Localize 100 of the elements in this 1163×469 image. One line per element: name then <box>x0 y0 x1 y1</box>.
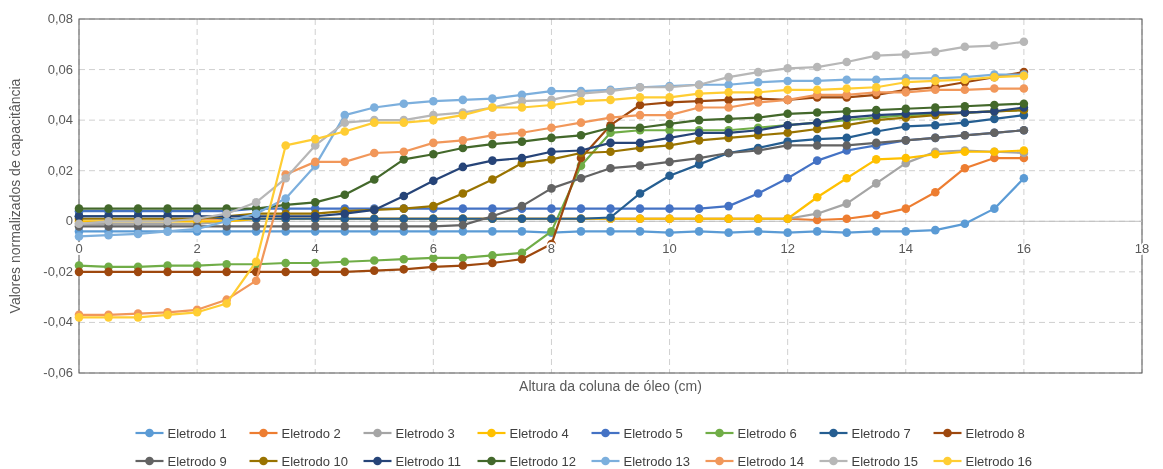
point <box>399 222 409 231</box>
point <box>517 137 527 146</box>
point <box>694 115 704 125</box>
point <box>429 262 438 272</box>
point <box>458 162 468 172</box>
point <box>724 228 733 237</box>
point <box>783 76 792 86</box>
point <box>488 131 497 140</box>
point <box>576 174 586 183</box>
point <box>429 222 438 231</box>
point <box>606 147 615 157</box>
point <box>488 94 497 103</box>
y-tick-label: 0,08 <box>47 11 73 26</box>
point <box>871 51 881 60</box>
point <box>753 77 763 87</box>
x-tick-label: 0 <box>75 241 83 257</box>
y-tick-label: -0,04 <box>43 314 73 330</box>
point <box>842 120 852 130</box>
point <box>488 139 497 149</box>
y-tick-label: -0,02 <box>43 263 73 279</box>
point <box>901 104 911 114</box>
point <box>429 253 438 263</box>
point <box>990 84 999 93</box>
point <box>576 227 586 236</box>
point <box>783 141 792 150</box>
point <box>1019 99 1029 109</box>
point <box>340 127 350 136</box>
legend-label: Eletrodo 8 <box>965 426 1025 441</box>
point <box>192 267 202 277</box>
point <box>960 163 970 173</box>
point <box>842 214 852 224</box>
point <box>812 227 822 236</box>
point <box>783 64 792 73</box>
point <box>694 103 704 112</box>
point <box>547 147 556 157</box>
x-tick-label: 2 <box>193 241 201 257</box>
y-axis-title: Valores normalizados de capacitância <box>7 78 23 314</box>
point <box>812 209 822 218</box>
point <box>517 103 527 112</box>
point <box>310 222 320 231</box>
point <box>783 228 792 237</box>
point <box>931 187 940 197</box>
y-tick-label: 0 <box>65 213 73 229</box>
point <box>931 225 940 235</box>
point <box>104 230 113 240</box>
point <box>665 204 674 213</box>
y-tick-label: -0,06 <box>43 365 73 380</box>
point <box>429 149 438 159</box>
point <box>635 204 645 213</box>
x-tick-label: 18 <box>1134 241 1150 257</box>
point <box>517 227 527 236</box>
point <box>635 110 645 120</box>
point <box>369 148 379 158</box>
point <box>488 204 497 213</box>
point <box>812 141 822 150</box>
legend-label: Eletrodo 3 <box>395 426 455 441</box>
point <box>458 143 468 153</box>
legend-label: Eletrodo 9 <box>167 454 227 469</box>
point <box>281 141 290 150</box>
point <box>990 114 999 124</box>
point <box>724 103 733 112</box>
point <box>163 267 172 277</box>
point <box>606 204 615 213</box>
point <box>990 204 999 213</box>
point <box>74 232 84 241</box>
point <box>694 89 704 98</box>
point <box>458 220 468 230</box>
point <box>310 267 320 277</box>
point <box>429 96 438 106</box>
point <box>399 191 409 201</box>
point <box>665 133 674 143</box>
point <box>990 41 999 50</box>
point <box>812 76 822 86</box>
point <box>369 103 379 112</box>
point <box>842 75 852 84</box>
point <box>517 254 527 264</box>
point <box>960 42 970 52</box>
point <box>74 267 84 277</box>
point <box>724 95 733 105</box>
point <box>753 113 763 122</box>
x-tick-label: 14 <box>898 241 914 257</box>
point <box>665 119 674 129</box>
point <box>310 134 320 144</box>
point <box>281 174 290 183</box>
point <box>399 99 409 109</box>
point <box>724 88 733 97</box>
point <box>812 62 822 72</box>
point <box>340 110 350 120</box>
point <box>960 118 970 127</box>
legend-label: Eletrodo 2 <box>281 426 341 441</box>
point <box>488 156 497 165</box>
point <box>753 227 763 236</box>
point <box>1019 84 1029 93</box>
point <box>812 156 822 165</box>
point <box>281 267 290 277</box>
point <box>399 155 409 164</box>
legend-label: Eletrodo 16 <box>965 454 1032 469</box>
point <box>488 251 497 260</box>
point <box>842 84 852 93</box>
x-tick-label: 4 <box>311 241 319 257</box>
